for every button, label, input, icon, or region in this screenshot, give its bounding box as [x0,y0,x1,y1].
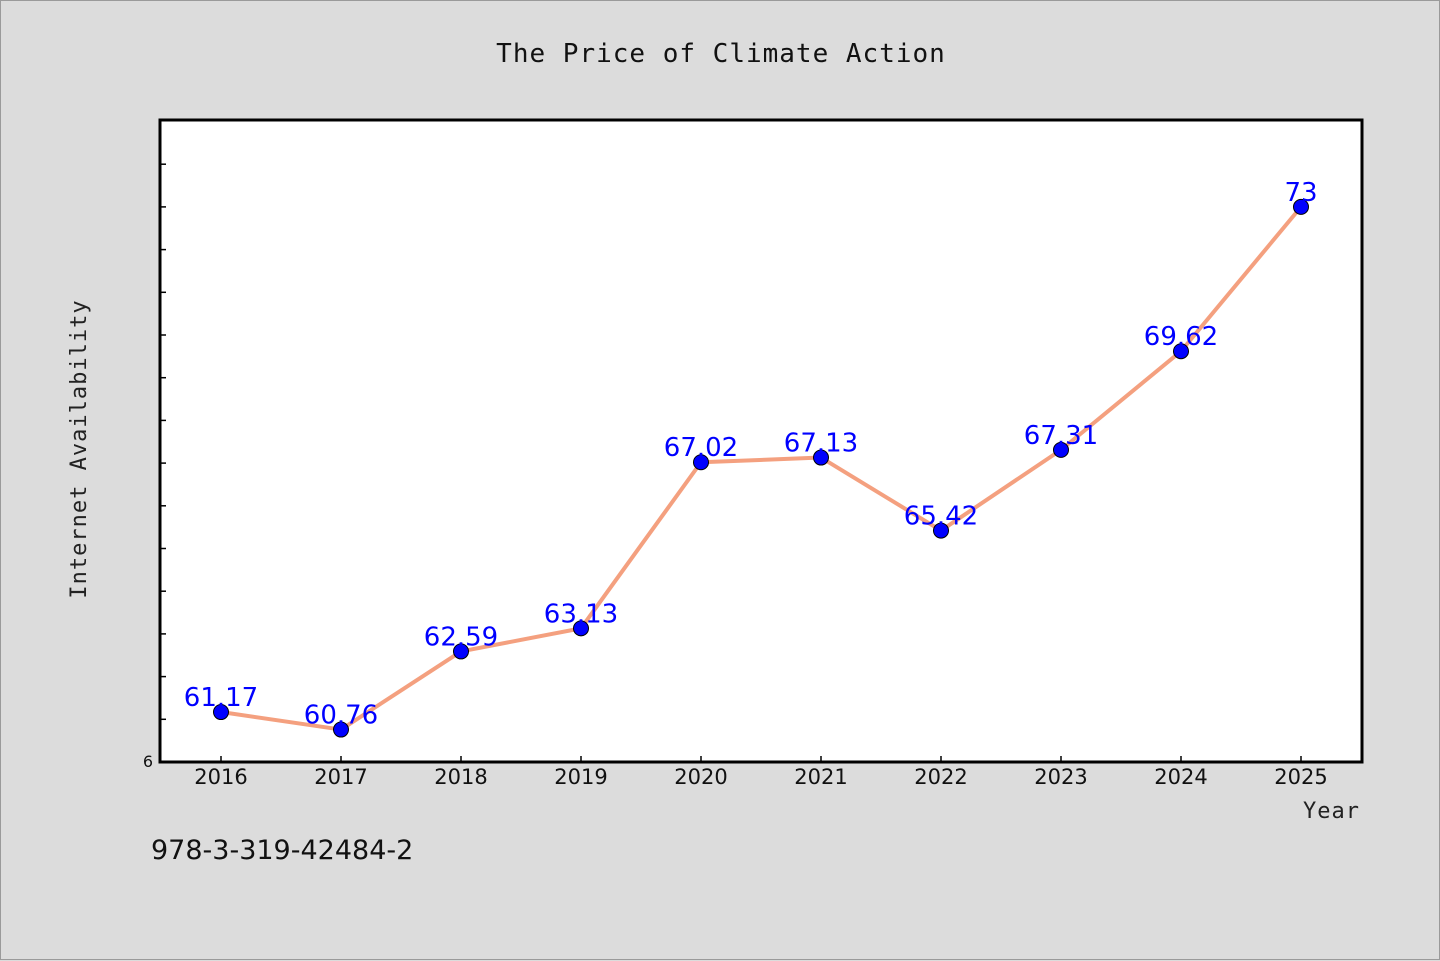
data-label: 60.76 [304,701,378,731]
y-tick-label: 6 [143,752,153,771]
data-label: 69.62 [1144,322,1218,352]
data-point [453,643,469,660]
x-tick-label: 2023 [1034,765,1087,789]
x-tick-label: 2019 [554,765,607,789]
data-label: 61.17 [184,683,258,713]
x-axis-ticks: 2016 2017 2018 2019 2020 2021 2022 2023 2024 2025 [194,756,1328,789]
x-tick-label: 2020 [674,765,727,789]
data-labels: 61.17 60.76 62.59 63.13 67.02 67.13 65.42 67.31… [184,178,1318,731]
data-point [933,522,949,539]
data-point [1053,441,1069,458]
x-tick-label: 2022 [914,765,967,789]
series-markers [213,198,1309,738]
data-label: 62.59 [424,622,498,652]
data-point [573,620,589,637]
data-point [1173,343,1189,360]
chart-title: The Price of Climate Action [496,39,946,69]
isbn-code: 978-3-319-42484-2 [151,835,414,866]
plot-area [158,118,1364,764]
x-tick-label: 2016 [194,765,247,789]
data-label: 63.13 [544,599,618,629]
series-line [220,205,1303,732]
y-axis-title: Internet Availability [67,299,92,598]
x-tick-label: 2021 [794,765,847,789]
x-axis-title: Year [1303,799,1360,824]
x-tick-label: 2018 [434,765,487,789]
data-point [333,721,349,738]
data-point [693,454,709,471]
data-point [1293,198,1309,215]
data-point [213,704,229,721]
data-label: 67.31 [1024,421,1098,451]
data-label: 65.42 [904,502,978,532]
x-tick-label: 2025 [1274,765,1327,789]
data-label: 73 [1284,178,1317,208]
data-point [813,449,829,466]
x-tick-label: 2024 [1154,765,1207,789]
y-axis-ticks [160,163,166,721]
x-tick-label: 2017 [314,765,367,789]
data-label: 67.02 [664,433,738,463]
data-label: 67.13 [784,429,858,459]
